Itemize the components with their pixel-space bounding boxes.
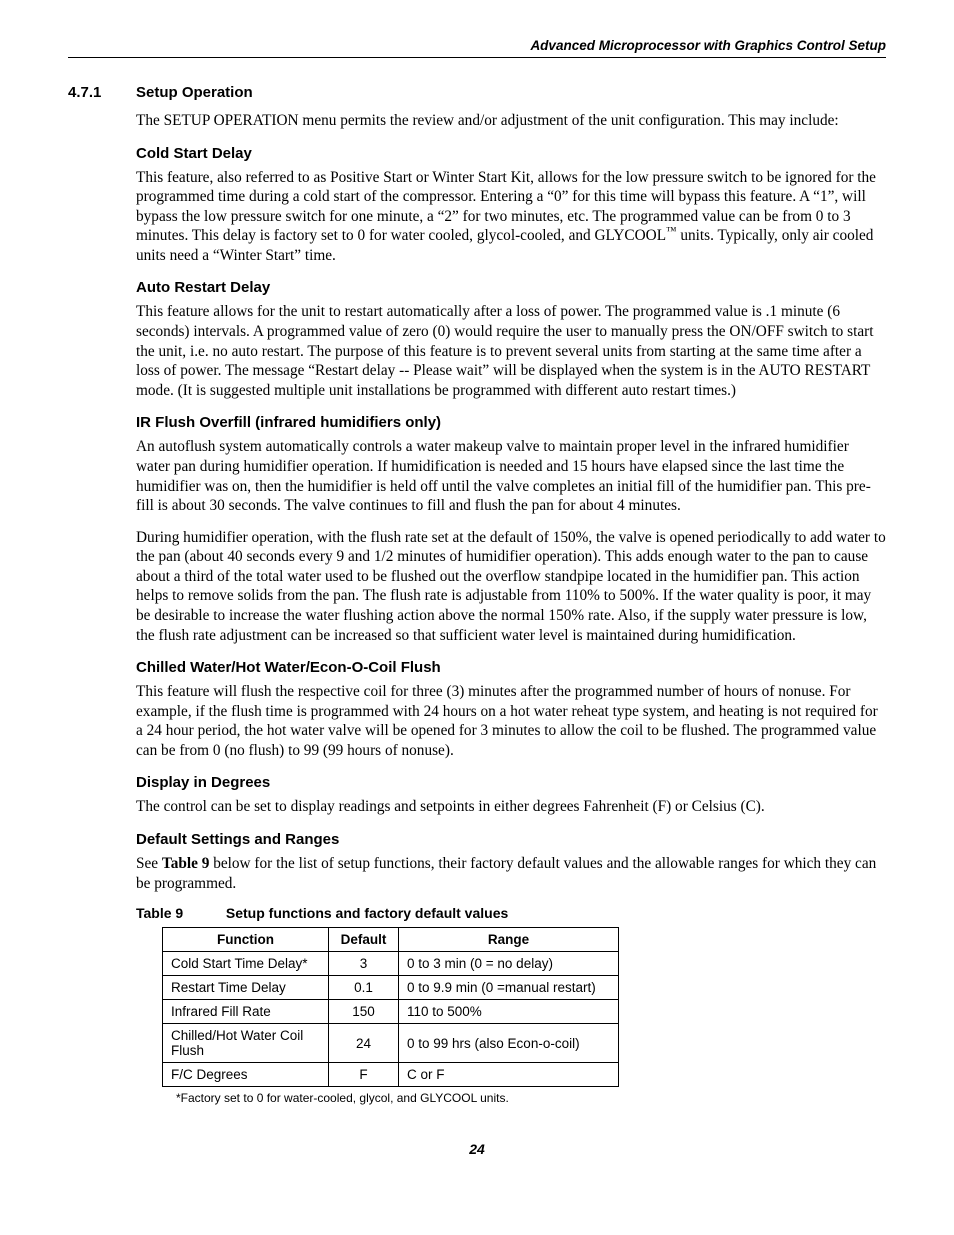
section-title: Setup Operation	[136, 84, 253, 101]
heading-cold-start-delay: Cold Start Delay	[136, 145, 886, 162]
para-default-b: below for the list of setup functions, t…	[136, 855, 876, 892]
cell-default: F	[329, 1063, 399, 1087]
cell-default: 150	[329, 1000, 399, 1024]
heading-chilled-water-flush: Chilled Water/Hot Water/Econ-O-Coil Flus…	[136, 659, 886, 676]
para-display-degrees: The control can be set to display readin…	[136, 797, 886, 817]
cell-default: 3	[329, 952, 399, 976]
table-caption-text: Setup functions and factory default valu…	[226, 905, 508, 921]
cell-function: Restart Time Delay	[163, 976, 329, 1000]
intro-paragraph: The SETUP OPERATION menu permits the rev…	[136, 111, 886, 131]
page-header: Advanced Microprocessor with Graphics Co…	[68, 38, 886, 58]
cell-function: Chilled/Hot Water Coil Flush	[163, 1024, 329, 1063]
para-chilled-water-flush: This feature will flush the respective c…	[136, 682, 886, 760]
para-default-a: See	[136, 855, 162, 872]
para-auto-restart-delay: This feature allows for the unit to rest…	[136, 302, 886, 400]
table-row: F/C Degrees F C or F	[163, 1063, 619, 1087]
table-row: Chilled/Hot Water Coil Flush 24 0 to 99 …	[163, 1024, 619, 1063]
heading-auto-restart-delay: Auto Restart Delay	[136, 279, 886, 296]
table-footnote: *Factory set to 0 for water-cooled, glyc…	[176, 1091, 886, 1105]
cell-range: 0 to 99 hrs (also Econ-o-coil)	[399, 1024, 619, 1063]
section-number: 4.7.1	[68, 84, 136, 101]
table-row: Restart Time Delay 0.1 0 to 9.9 min (0 =…	[163, 976, 619, 1000]
table-row: Cold Start Time Delay* 3 0 to 3 min (0 =…	[163, 952, 619, 976]
para-cold-start-delay: This feature, also referred to as Positi…	[136, 168, 886, 266]
setup-functions-table: Function Default Range Cold Start Time D…	[162, 927, 619, 1087]
th-range: Range	[399, 928, 619, 952]
para-ir-flush-2: During humidifier operation, with the fl…	[136, 528, 886, 645]
cell-default: 24	[329, 1024, 399, 1063]
cell-function: Cold Start Time Delay*	[163, 952, 329, 976]
cell-function: F/C Degrees	[163, 1063, 329, 1087]
cell-range: C or F	[399, 1063, 619, 1087]
table-reference: Table 9	[162, 855, 209, 872]
table-header-row: Function Default Range	[163, 928, 619, 952]
th-function: Function	[163, 928, 329, 952]
page-number: 24	[68, 1141, 886, 1157]
table-label: Table 9	[136, 905, 222, 921]
cell-default: 0.1	[329, 976, 399, 1000]
trademark-icon: ™	[666, 225, 677, 237]
heading-ir-flush-overfill: IR Flush Overfill (infrared humidifiers …	[136, 414, 886, 431]
cell-function: Infrared Fill Rate	[163, 1000, 329, 1024]
section-heading-row: 4.7.1 Setup Operation	[68, 84, 886, 101]
heading-display-degrees: Display in Degrees	[136, 774, 886, 791]
para-default-settings: See Table 9 below for the list of setup …	[136, 854, 886, 893]
table-row: Infrared Fill Rate 150 110 to 500%	[163, 1000, 619, 1024]
th-default: Default	[329, 928, 399, 952]
cell-range: 0 to 3 min (0 = no delay)	[399, 952, 619, 976]
cell-range: 0 to 9.9 min (0 =manual restart)	[399, 976, 619, 1000]
table-caption: Table 9 Setup functions and factory defa…	[136, 905, 886, 921]
heading-default-settings: Default Settings and Ranges	[136, 831, 886, 848]
cell-range: 110 to 500%	[399, 1000, 619, 1024]
para-ir-flush-1: An autoflush system automatically contro…	[136, 437, 886, 515]
